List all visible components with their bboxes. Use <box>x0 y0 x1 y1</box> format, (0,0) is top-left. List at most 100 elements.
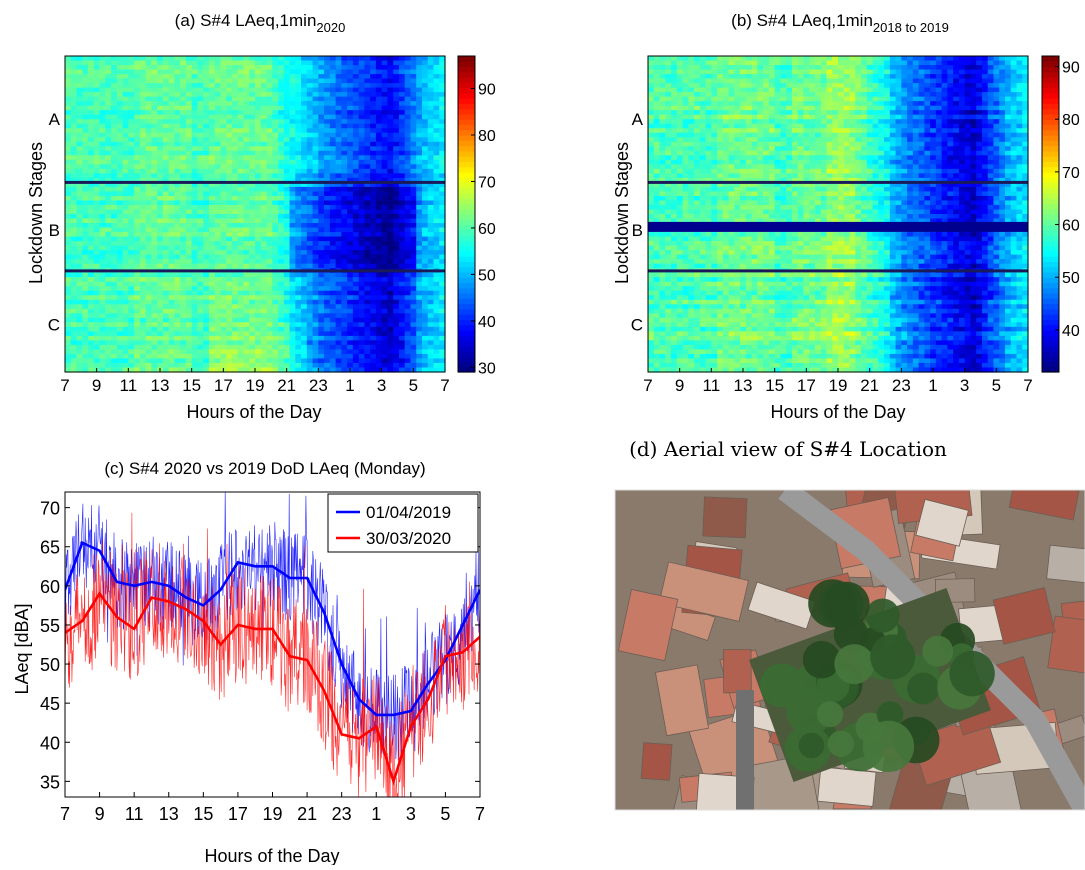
colorbar-segment <box>458 193 475 199</box>
heatmap-cell <box>376 340 382 345</box>
heatmap-cell <box>134 137 140 142</box>
heatmap-cell <box>376 160 382 165</box>
heatmap-cell <box>77 101 83 106</box>
heatmap-cell <box>336 191 342 196</box>
heatmap-cell <box>88 56 94 61</box>
heatmap-cell <box>163 363 169 368</box>
heatmap-cell <box>100 151 106 156</box>
heatmap-cell <box>370 345 376 350</box>
heatmap-cell <box>272 124 278 129</box>
heatmap-cell <box>330 223 336 228</box>
heatmap-cell <box>197 79 203 84</box>
heatmap-cell <box>238 97 244 102</box>
heatmap-cell <box>313 187 319 192</box>
heatmap-cell <box>203 79 209 84</box>
heatmap-cell <box>284 92 290 97</box>
heatmap-cell <box>134 241 140 246</box>
heatmap-cell <box>163 187 169 192</box>
heatmap-cell <box>405 128 411 133</box>
heatmap-cell <box>290 205 296 210</box>
heatmap-cell <box>364 74 370 79</box>
heatmap-cell <box>387 219 393 224</box>
heatmap-cell <box>295 209 301 214</box>
heatmap-cell <box>301 83 307 88</box>
heatmap-cell <box>209 277 215 282</box>
heatmap-cell <box>295 92 301 97</box>
heatmap-cell <box>382 119 388 124</box>
heatmap-cell <box>324 119 330 124</box>
heatmap-cell <box>65 106 71 111</box>
heatmap-cell <box>295 214 301 219</box>
heatmap-cell <box>71 155 77 160</box>
heatmap-cell <box>71 169 77 174</box>
heatmap-cell <box>410 264 416 269</box>
heatmap-cell <box>347 115 353 120</box>
x-tick-label: 5 <box>409 376 418 395</box>
heatmap-cell <box>347 169 353 174</box>
heatmap-cell <box>140 164 146 169</box>
heatmap-cell <box>433 65 439 70</box>
heatmap-cell <box>307 101 313 106</box>
heatmap-cell <box>341 331 347 336</box>
heatmap-cell <box>111 286 117 291</box>
heatmap-cell <box>220 223 226 228</box>
heatmap-cell <box>88 79 94 84</box>
heatmap-cell <box>665 56 671 61</box>
heatmap-cell <box>347 309 353 314</box>
heatmap-cell <box>382 133 388 138</box>
heatmap-cell <box>157 273 163 278</box>
heatmap-cell <box>215 318 221 323</box>
heatmap-cell <box>255 358 261 363</box>
heatmap-cell <box>336 286 342 291</box>
heatmap-cell <box>706 65 712 70</box>
heatmap-cell <box>249 56 255 61</box>
heatmap-cell <box>410 151 416 156</box>
heatmap-cell <box>295 264 301 269</box>
heatmap-cell <box>399 219 405 224</box>
heatmap-cell <box>117 88 123 93</box>
heatmap-cell <box>370 65 376 70</box>
heatmap-cell <box>261 151 267 156</box>
heatmap-cell <box>364 128 370 133</box>
heatmap-cell <box>163 106 169 111</box>
heatmap-cell <box>729 65 735 70</box>
heatmap-cell <box>209 340 215 345</box>
heatmap-cell <box>399 79 405 84</box>
heatmap-cell <box>416 322 422 327</box>
heatmap-cell <box>220 146 226 151</box>
heatmap-cell <box>255 336 261 341</box>
heatmap-cell <box>128 322 134 327</box>
heatmap-cell <box>186 291 192 296</box>
heatmap-cell <box>186 142 192 147</box>
heatmap-cell <box>815 61 821 66</box>
heatmap-cell <box>65 128 71 133</box>
heatmap-cell <box>1016 65 1022 70</box>
heatmap-cell <box>428 219 434 224</box>
heatmap-cell <box>232 246 238 251</box>
heatmap-cell <box>163 83 169 88</box>
heatmap-cell <box>255 160 261 165</box>
heatmap-cell <box>370 101 376 106</box>
heatmap-cell <box>186 137 192 142</box>
heatmap-cell <box>272 246 278 251</box>
heatmap-cell <box>267 318 273 323</box>
heatmap-cell <box>267 164 273 169</box>
heatmap-cell <box>261 61 267 66</box>
heatmap-cell <box>901 61 907 66</box>
heatmap-cell <box>203 205 209 210</box>
heatmap-cell <box>359 101 365 106</box>
heatmap-cell <box>117 56 123 61</box>
heatmap-cell <box>307 304 313 309</box>
heatmap-cell <box>295 336 301 341</box>
heatmap-cell <box>71 106 77 111</box>
heatmap-cell <box>140 146 146 151</box>
heatmap-cell <box>959 70 965 75</box>
heatmap-cell <box>128 363 134 368</box>
heatmap-cell <box>780 56 786 61</box>
heatmap-cell <box>192 155 198 160</box>
heatmap-cell <box>238 223 244 228</box>
heatmap-cell <box>284 340 290 345</box>
heatmap-cell <box>134 318 140 323</box>
heatmap-cell <box>410 354 416 359</box>
heatmap-cell <box>65 345 71 350</box>
